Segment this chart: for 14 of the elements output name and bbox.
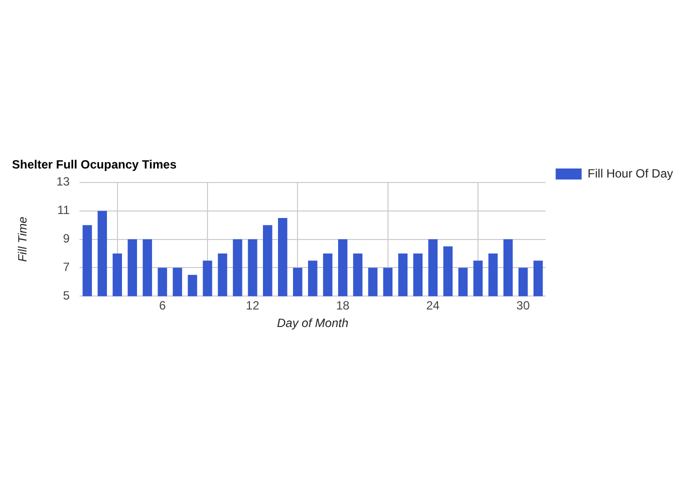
y-tick-label: 9 bbox=[63, 232, 70, 246]
y-tick-label: 5 bbox=[63, 288, 70, 303]
chart-title: Shelter Full Ocupancy Times bbox=[12, 158, 177, 172]
y-tick-label: 13 bbox=[56, 174, 70, 189]
legend-label: Fill Hour Of Day bbox=[588, 166, 674, 180]
x-tick-label: 12 bbox=[246, 298, 260, 313]
x-tick-label: 30 bbox=[516, 298, 530, 313]
y-tick-label: 11 bbox=[57, 203, 70, 218]
x-tick-label: 24 bbox=[426, 298, 440, 313]
x-tick-label: 6 bbox=[159, 298, 166, 313]
x-tick-label: 18 bbox=[336, 298, 350, 313]
y-axis-title: Fill Time bbox=[16, 216, 30, 262]
y-tick-label: 7 bbox=[63, 260, 70, 274]
x-axis-title: Day of Month bbox=[277, 316, 349, 330]
